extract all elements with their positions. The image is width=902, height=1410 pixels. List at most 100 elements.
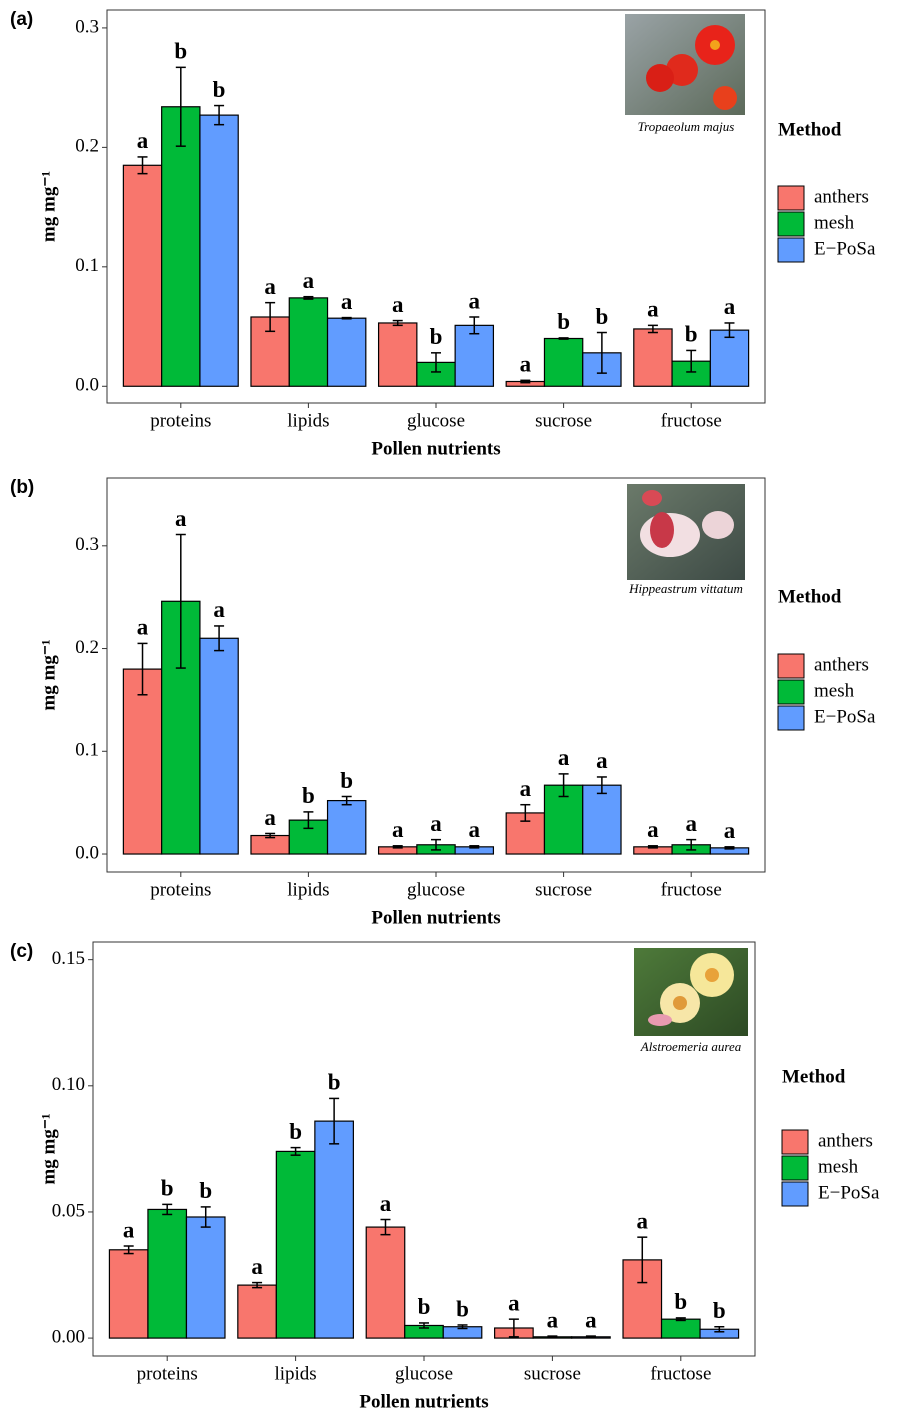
bar: [634, 329, 672, 386]
x-tick-label: lipids: [287, 410, 329, 431]
significance-letter: a: [303, 268, 315, 293]
legend-key: [778, 238, 804, 262]
y-tick-label: 0.2: [75, 637, 99, 658]
y-tick-label: 0.3: [75, 534, 99, 555]
significance-letter: a: [380, 1191, 392, 1216]
photo-b: [627, 484, 745, 580]
bar: [109, 1250, 148, 1338]
error-bar: [342, 318, 352, 319]
bar: [200, 115, 238, 386]
significance-letter: b: [685, 322, 698, 347]
x-tick-label: sucrose: [524, 1363, 581, 1384]
significance-letter: a: [558, 745, 570, 770]
legend-title: Method: [782, 1066, 846, 1087]
significance-letter: b: [199, 1178, 212, 1203]
legend-label: mesh: [818, 1156, 859, 1177]
legend-key: [778, 680, 804, 704]
x-tick-label: proteins: [150, 879, 211, 900]
legend-key: [778, 654, 804, 678]
y-tick-label: 0.15: [52, 948, 85, 969]
significance-letter: b: [289, 1119, 302, 1144]
y-tick-label: 0.0: [75, 375, 99, 396]
significance-letter: b: [418, 1294, 431, 1319]
x-tick-label: proteins: [137, 1363, 198, 1384]
y-tick-label: 0.1: [75, 740, 99, 761]
significance-letter: a: [251, 1254, 263, 1279]
significance-letter: a: [508, 1290, 520, 1315]
significance-letter: a: [469, 817, 481, 842]
significance-letter: b: [174, 39, 187, 64]
significance-letter: a: [430, 811, 442, 836]
photo-caption: Hippeastrum vittatum: [628, 581, 743, 596]
panel-label: (b): [10, 477, 34, 498]
significance-letter: b: [595, 304, 608, 329]
bar: [123, 669, 161, 854]
bar: [289, 298, 327, 386]
significance-letter: a: [213, 597, 225, 622]
significance-letter: a: [547, 1307, 559, 1332]
legend-label: mesh: [814, 212, 855, 233]
bar: [328, 318, 366, 386]
significance-letter: b: [557, 309, 570, 334]
error-bar: [559, 338, 569, 339]
significance-letter: a: [637, 1208, 649, 1233]
significance-letter: a: [647, 817, 659, 842]
significance-letter: a: [392, 817, 404, 842]
significance-letter: a: [264, 805, 276, 830]
significance-letter: a: [392, 292, 404, 317]
x-axis-label: Pollen nutrients: [359, 1391, 488, 1410]
x-tick-label: lipids: [274, 1363, 316, 1384]
y-tick-label: 0.3: [75, 16, 99, 37]
significance-letter: a: [596, 748, 608, 773]
panel-label: (c): [10, 941, 33, 962]
significance-letter: b: [161, 1176, 174, 1201]
y-tick-label: 0.1: [75, 255, 99, 276]
legend-key: [778, 212, 804, 236]
y-axis-label: mg mg⁻¹: [38, 639, 59, 710]
bar: [544, 338, 582, 386]
significance-letter: b: [340, 768, 353, 793]
x-tick-label: glucose: [407, 410, 465, 431]
legend-key: [782, 1130, 808, 1154]
bar: [148, 1209, 187, 1338]
x-tick-label: fructose: [661, 410, 722, 431]
photo-caption: Tropaeolum majus: [638, 119, 735, 134]
significance-letter: b: [328, 1070, 341, 1095]
y-tick-label: 0.05: [52, 1200, 85, 1221]
significance-letter: a: [724, 818, 736, 843]
bar: [162, 107, 200, 387]
significance-letter: a: [137, 615, 149, 640]
significance-letter: b: [674, 1289, 687, 1314]
legend-label: anthers: [818, 1130, 873, 1151]
significance-letter: b: [213, 77, 226, 102]
bar: [238, 1285, 277, 1338]
photo-caption: Alstroemeria aurea: [640, 1039, 742, 1054]
significance-letter: a: [520, 352, 532, 377]
significance-letter: b: [302, 783, 315, 808]
bar: [710, 330, 748, 386]
x-tick-label: glucose: [395, 1363, 453, 1384]
x-tick-label: sucrose: [535, 410, 592, 431]
y-tick-label: 0.2: [75, 136, 99, 157]
photo-a: [625, 14, 745, 115]
y-tick-label: 0.0: [75, 842, 99, 863]
significance-letter: a: [724, 294, 736, 319]
x-tick-label: proteins: [150, 410, 211, 431]
bar: [328, 801, 366, 854]
x-tick-label: fructose: [650, 1363, 711, 1384]
bar: [123, 165, 161, 386]
significance-letter: a: [264, 274, 276, 299]
legend-title: Method: [778, 119, 842, 140]
legend-title: Method: [778, 586, 842, 607]
legend-label: E−PoSa: [814, 238, 876, 259]
x-tick-label: lipids: [287, 879, 329, 900]
legend-key: [778, 186, 804, 210]
legend-key: [782, 1182, 808, 1206]
x-axis-label: Pollen nutrients: [371, 907, 500, 928]
figure: (a)Tropaeolum majus0.00.10.20.3proteinsa…: [0, 0, 902, 1410]
y-axis-label: mg mg⁻¹: [38, 171, 59, 242]
legend-label: E−PoSa: [814, 706, 876, 727]
bar: [662, 1319, 701, 1338]
y-axis-label: mg mg⁻¹: [38, 1113, 59, 1184]
significance-letter: b: [456, 1296, 469, 1321]
